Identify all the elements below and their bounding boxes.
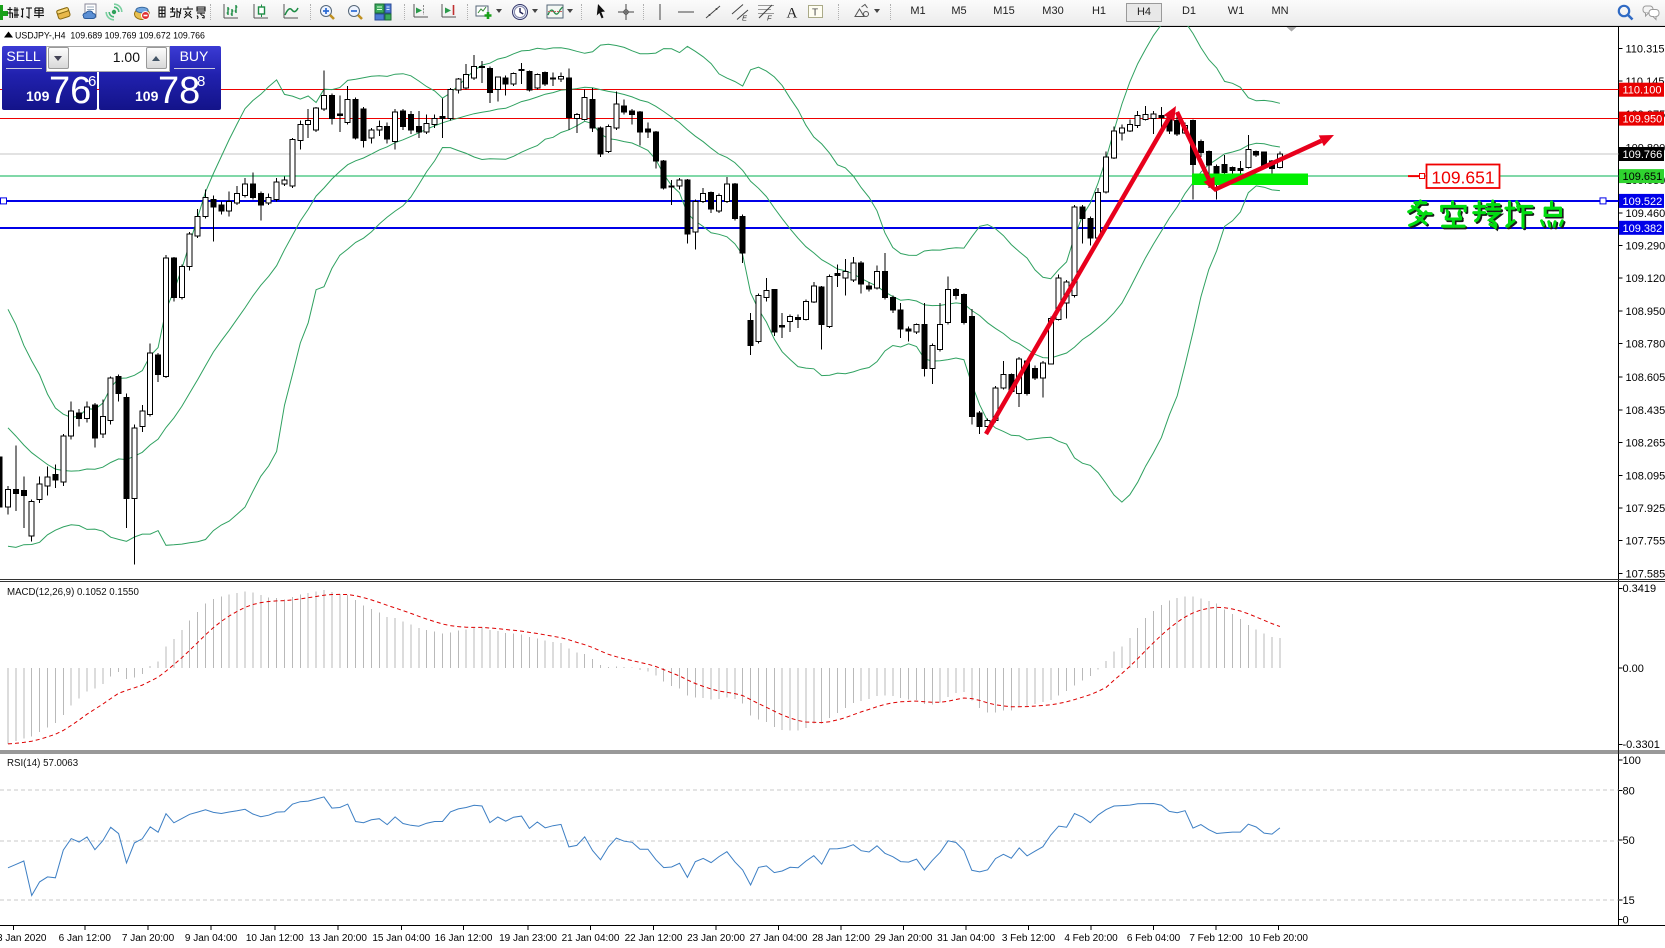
svg-text:109.651: 109.651 xyxy=(1623,171,1663,183)
svg-text:7 Jan 20:00: 7 Jan 20:00 xyxy=(122,933,175,944)
svg-text:29 Jan 20:00: 29 Jan 20:00 xyxy=(875,933,933,944)
svg-text:107.755: 107.755 xyxy=(1626,536,1665,548)
svg-text:T: T xyxy=(812,8,818,19)
svg-text:21 Jan 04:00: 21 Jan 04:00 xyxy=(562,933,620,944)
svg-text:0.3419: 0.3419 xyxy=(1623,583,1657,595)
svg-text:110.100: 110.100 xyxy=(1623,85,1662,97)
svg-text:108.950: 108.950 xyxy=(1626,306,1665,318)
svg-text:A: A xyxy=(787,6,798,22)
svg-text:3 Jan 2020: 3 Jan 2020 xyxy=(0,933,47,944)
svg-text:23 Jan 20:00: 23 Jan 20:00 xyxy=(687,933,745,944)
svg-text:50: 50 xyxy=(1623,835,1635,847)
svg-text:9 Jan 04:00: 9 Jan 04:00 xyxy=(185,933,238,944)
svg-text:109.120: 109.120 xyxy=(1626,273,1665,285)
svg-text:13 Jan 20:00: 13 Jan 20:00 xyxy=(309,933,367,944)
svg-text:100: 100 xyxy=(1623,755,1641,767)
svg-text:15 Jan 04:00: 15 Jan 04:00 xyxy=(372,933,430,944)
svg-text:F: F xyxy=(767,14,772,22)
svg-text:MACD(12,26,9) 0.1052 0.1550: MACD(12,26,9) 0.1052 0.1550 xyxy=(7,587,140,598)
svg-text:10 Jan 12:00: 10 Jan 12:00 xyxy=(246,933,304,944)
svg-text:109.522: 109.522 xyxy=(1623,196,1663,208)
svg-text:6 Feb 04:00: 6 Feb 04:00 xyxy=(1127,933,1181,944)
svg-text:22 Jan 12:00: 22 Jan 12:00 xyxy=(625,933,683,944)
svg-text:15: 15 xyxy=(1623,895,1635,907)
svg-text:108.605: 108.605 xyxy=(1626,372,1665,384)
svg-text:108.095: 108.095 xyxy=(1626,470,1665,482)
svg-text:-0.3301: -0.3301 xyxy=(1623,739,1660,751)
svg-text:31 Jan 04:00: 31 Jan 04:00 xyxy=(937,933,995,944)
svg-text:108.780: 108.780 xyxy=(1626,339,1665,351)
svg-text:109.382: 109.382 xyxy=(1623,223,1663,235)
svg-text:80: 80 xyxy=(1623,785,1635,797)
svg-text:28 Jan 12:00: 28 Jan 12:00 xyxy=(812,933,870,944)
svg-text:E: E xyxy=(742,14,748,22)
svg-text:109.950: 109.950 xyxy=(1623,114,1663,126)
svg-text:10 Feb 20:00: 10 Feb 20:00 xyxy=(1249,933,1308,944)
svg-text:0.00: 0.00 xyxy=(1623,663,1644,675)
svg-text:USDJPY-,H4 109.689 109.769 10: USDJPY-,H4 109.689 109.769 109.672 109.7… xyxy=(15,31,205,41)
svg-text:0: 0 xyxy=(1623,914,1629,926)
svg-text:109.290: 109.290 xyxy=(1626,241,1665,253)
svg-text:108.265: 108.265 xyxy=(1626,438,1665,450)
svg-text:108.435: 108.435 xyxy=(1626,405,1665,417)
svg-text:109.651: 109.651 xyxy=(1431,168,1494,188)
svg-text:RSI(14) 57.0063: RSI(14) 57.0063 xyxy=(7,758,78,769)
svg-text:3 Feb 12:00: 3 Feb 12:00 xyxy=(1002,933,1056,944)
svg-text:7 Feb 12:00: 7 Feb 12:00 xyxy=(1189,933,1243,944)
svg-text:27 Jan 04:00: 27 Jan 04:00 xyxy=(750,933,808,944)
svg-text:4 Feb 20:00: 4 Feb 20:00 xyxy=(1064,933,1118,944)
svg-text:109.460: 109.460 xyxy=(1626,208,1665,220)
svg-text:16 Jan 12:00: 16 Jan 12:00 xyxy=(435,933,493,944)
svg-text:107.925: 107.925 xyxy=(1626,503,1665,515)
svg-text:19 Jan 23:00: 19 Jan 23:00 xyxy=(499,933,557,944)
svg-text:109.766: 109.766 xyxy=(1623,149,1663,161)
svg-text:107.585: 107.585 xyxy=(1626,568,1665,580)
svg-text:6 Jan 12:00: 6 Jan 12:00 xyxy=(59,933,112,944)
svg-text:110.315: 110.315 xyxy=(1626,43,1665,55)
